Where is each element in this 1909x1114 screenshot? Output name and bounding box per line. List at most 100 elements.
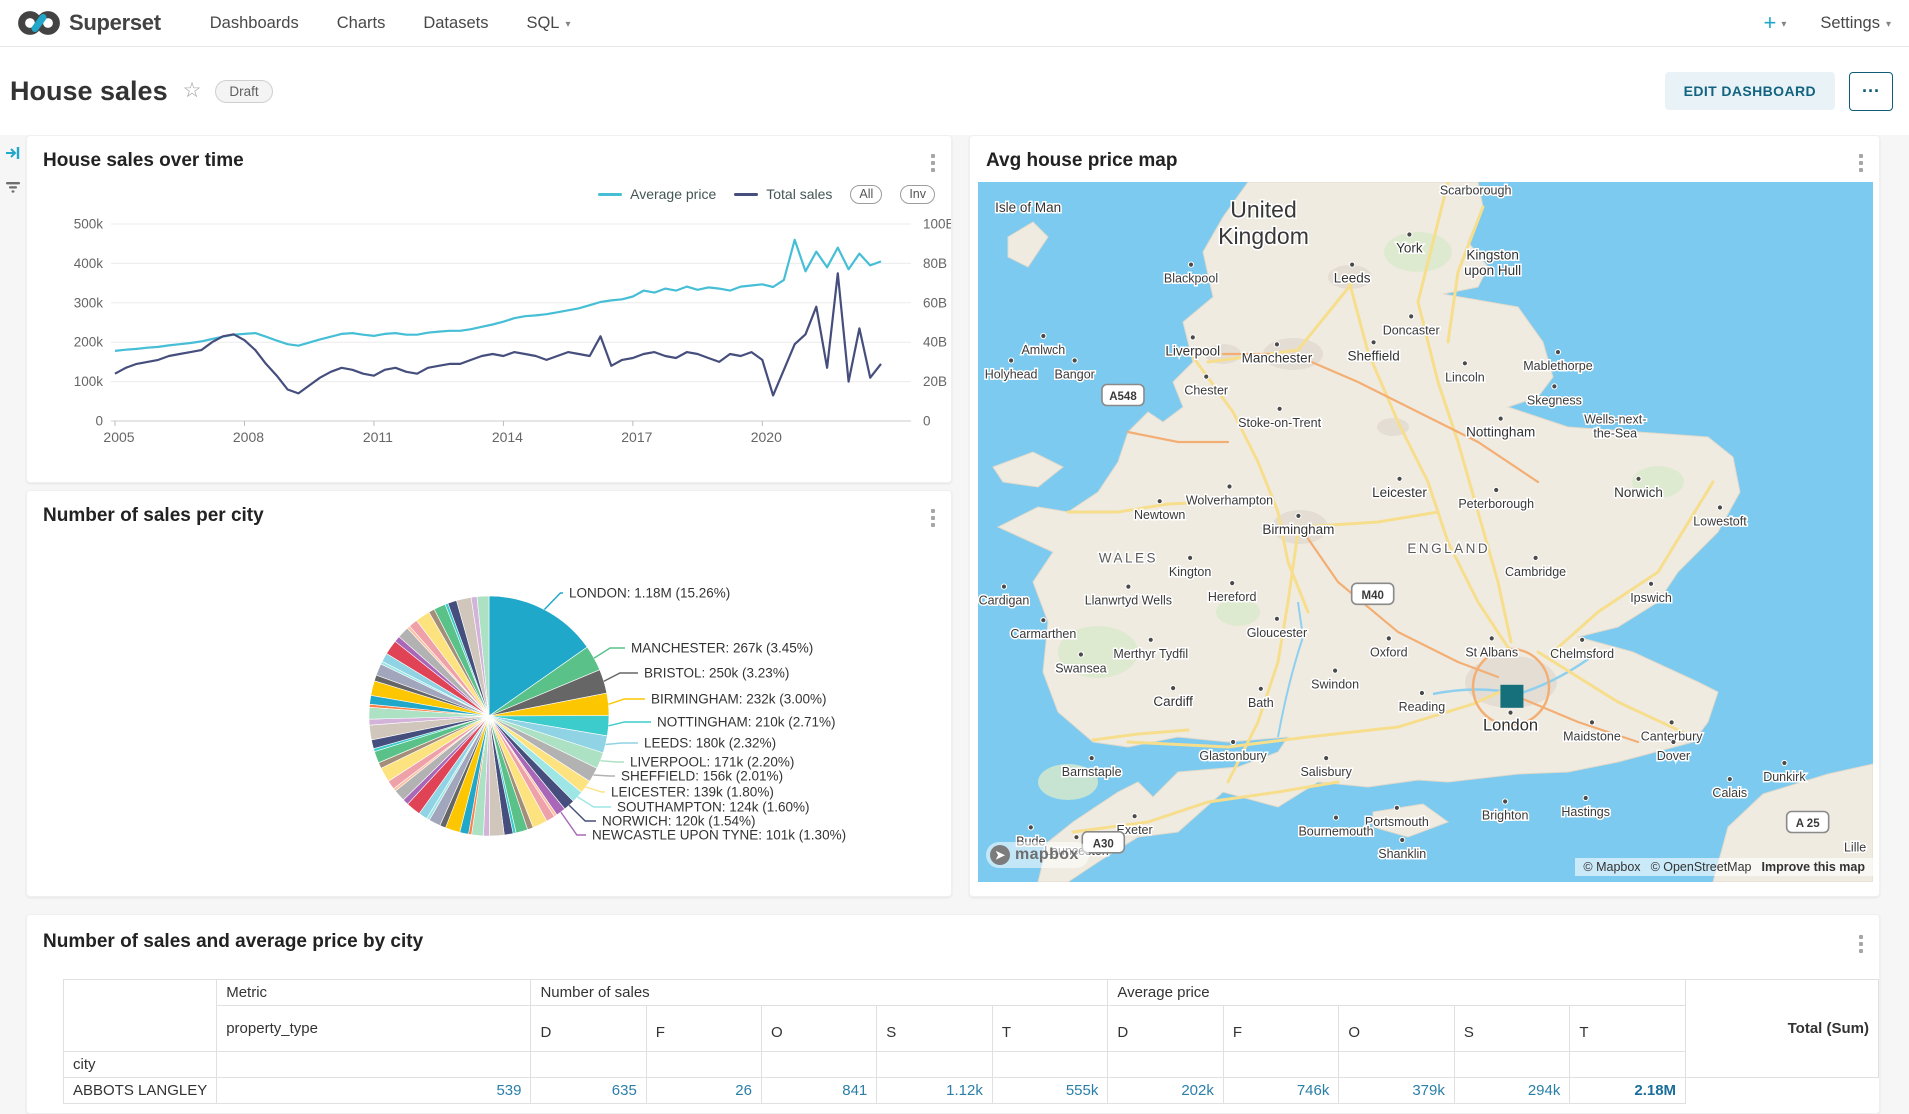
map-label-calais: Calais	[1712, 786, 1747, 800]
map-label-carmarthen: Carmarthen	[1010, 627, 1076, 641]
chart-card-pivot-table: Number of sales and average price by cit…	[26, 914, 1880, 1114]
pivot-col-price-o: O	[1338, 1005, 1455, 1052]
pivot-row-city: ABBOTS LANGLEY	[62, 1077, 218, 1104]
map-label-llanwrtyd-wells: Llanwrtyd Wells	[1085, 594, 1172, 608]
map-label-exeter: Exeter	[1117, 823, 1153, 837]
legend-label: Average price	[630, 186, 717, 202]
chart-title: Avg house price map	[986, 150, 1178, 171]
pie-label-nottingham: NOTTINGHAM: 210k (2.71%)	[657, 715, 836, 730]
pivot-col-price-s: S	[1453, 1005, 1571, 1052]
pie-label-leicester: LEICESTER: 139k (1.80%)	[611, 785, 774, 800]
pivot-cell[interactable]: 294k	[1453, 1077, 1571, 1104]
pivot-cell[interactable]: 202k	[1107, 1077, 1224, 1104]
pie-label-london: LONDON: 1.18M (15.26%)	[569, 586, 730, 601]
pie-label-birmingham: BIRMINGHAM: 232k (3.00%)	[651, 692, 827, 707]
chart-card-price-map: Avg house price map United Kingdom Isle of…	[969, 135, 1880, 897]
pivot-cell[interactable]: 841	[760, 1077, 878, 1104]
nav-item-sql[interactable]: SQL ▾	[526, 14, 570, 33]
chart-kebab-menu[interactable]	[1857, 150, 1865, 176]
chart-kebab-menu[interactable]	[1857, 931, 1865, 957]
mapbox-map[interactable]: United Kingdom Isle of Man Scarborough York L…	[978, 182, 1873, 882]
favorite-star-icon[interactable]: ☆	[182, 78, 202, 102]
map-label-liverpool: Liverpool	[1165, 343, 1220, 358]
mapbox-logo[interactable]: ➤ mapbox	[986, 842, 1089, 868]
nav-item-dashboards[interactable]: Dashboards	[210, 14, 299, 33]
pivot-col-price-f: F	[1222, 1005, 1340, 1052]
map-label-ipswich: Ipswich	[1630, 591, 1672, 605]
map-label-wells-next--the-sea: Wells-next-the-Sea	[1584, 412, 1646, 440]
map-label-york: York	[1396, 241, 1423, 256]
map-label-shanklin: Shanklin	[1378, 847, 1426, 861]
pivot-col-price-t: T	[1569, 1005, 1687, 1052]
dashboard-more-button[interactable]: ···	[1849, 71, 1893, 111]
legend-swatch	[598, 192, 623, 196]
pie-slice-london[interactable]	[488, 595, 588, 717]
map-label-nottingham: Nottingham	[1466, 425, 1535, 440]
chart-title: Number of sales and average price by cit…	[43, 931, 424, 952]
map-label-united-kingdom: United Kingdom	[1218, 197, 1309, 249]
svg-text:2011: 2011	[363, 429, 393, 445]
pie-label-manchester: MANCHESTER: 267k (3.45%)	[631, 641, 813, 656]
expand-filter-bar-icon[interactable]	[5, 145, 21, 161]
improve-map-link[interactable]: Improve this map	[1761, 860, 1866, 874]
edit-dashboard-button[interactable]: EDIT DASHBOARD	[1664, 72, 1835, 110]
chart-kebab-menu[interactable]	[929, 150, 937, 176]
map-label-lille: Lille	[1844, 841, 1866, 855]
pivot-cell[interactable]: 379k	[1338, 1077, 1455, 1104]
map-marker-london[interactable]	[1500, 684, 1524, 708]
pivot-table[interactable]: Metric Number of sales Average price Total …	[62, 979, 1879, 1104]
map-label-wolverhampton: Wolverhampton	[1186, 494, 1273, 508]
pivot-cell-total: 2.18M	[1569, 1077, 1687, 1104]
pivot-metric-label: Metric	[216, 979, 532, 1006]
pivot-cell[interactable]: 1.12k	[876, 1077, 993, 1104]
map-label-chelmsford: Chelmsford	[1550, 647, 1614, 661]
nav-item-charts[interactable]: Charts	[337, 14, 386, 33]
filter-icon[interactable]	[5, 179, 21, 195]
pivot-cell[interactable]: 26	[645, 1077, 762, 1104]
svg-text:2020: 2020	[751, 429, 782, 445]
pie-slice[interactable]	[476, 595, 490, 717]
line-chart[interactable]: 0 0 100k 20B 200k 40B 300k 60B 400k 80B 500k 100B 20…	[27, 206, 955, 474]
map-label-scarborough: Scarborough	[1440, 183, 1512, 197]
map-label-lincoln: Lincoln	[1445, 370, 1485, 384]
attrib-osm-link[interactable]: © OpenStreetMap	[1650, 860, 1752, 874]
map-label-st-albans: St Albans	[1465, 645, 1518, 659]
pie-chart[interactable]: LONDON: 1.18M (15.26%) MANCHESTER: 267k (…	[27, 531, 951, 891]
map-label-swansea: Swansea	[1055, 662, 1106, 676]
legend-item-average-price[interactable]: Average price	[598, 186, 716, 202]
brand-name: Superset	[69, 10, 161, 35]
road-shield-m40: M40	[1362, 590, 1384, 602]
pivot-total-header: Total (Sum)	[1685, 979, 1879, 1078]
pivot-cell[interactable]: 539	[216, 1077, 532, 1104]
dashboard-header: House sales ☆ Draft EDIT DASHBOARD ···	[0, 47, 1909, 135]
map-label-holyhead: Holyhead	[985, 368, 1038, 382]
map-label-cardiff: Cardiff	[1153, 694, 1193, 709]
pivot-cell[interactable]: 555k	[991, 1077, 1109, 1104]
page-title: House sales	[10, 75, 168, 106]
pivot-cell[interactable]: 635	[530, 1077, 647, 1104]
legend-item-total-sales[interactable]: Total sales	[734, 186, 832, 202]
svg-text:200k: 200k	[74, 335, 104, 350]
zoom-all-button[interactable]: All	[850, 184, 883, 204]
pivot-cell[interactable]: 746k	[1222, 1077, 1340, 1104]
map-label-england: ENGLAND	[1407, 541, 1490, 556]
settings-menu[interactable]: Settings ▾	[1820, 14, 1891, 33]
zoom-inv-button[interactable]: Inv	[900, 184, 935, 204]
new-item-button[interactable]: + ▾	[1763, 10, 1786, 36]
superset-logo[interactable]: Superset	[18, 9, 161, 37]
road-shield-a25: A 25	[1796, 818, 1820, 830]
chevron-down-icon: ▾	[1885, 18, 1891, 30]
pie-label-norwich: NORWICH: 120k (1.54%)	[602, 814, 756, 829]
map-label-canterbury: Canterbury	[1641, 729, 1704, 743]
map-label-newtown: Newtown	[1134, 508, 1185, 522]
nav-item-datasets[interactable]: Datasets	[423, 14, 488, 33]
settings-label: Settings	[1820, 13, 1880, 32]
attrib-mapbox-link[interactable]: © Mapbox	[1583, 860, 1641, 874]
svg-text:2005: 2005	[103, 429, 134, 445]
pivot-group-number-of-sales: Number of sales	[530, 979, 1109, 1006]
chart-kebab-menu[interactable]	[929, 505, 937, 531]
pivot-group-average-price: Average price	[1107, 979, 1687, 1006]
map-label-hereford: Hereford	[1208, 590, 1257, 604]
map-label-isle-of-man: Isle of Man	[995, 200, 1061, 215]
map-attribution: © Mapbox © OpenStreetMap Improve this ma…	[1575, 858, 1873, 876]
